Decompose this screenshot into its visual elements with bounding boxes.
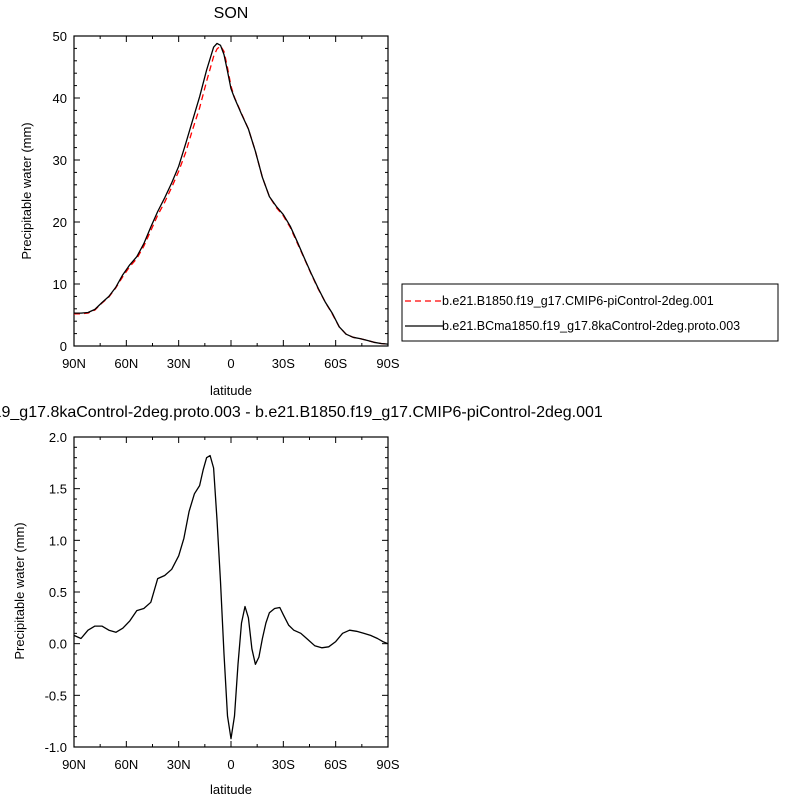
y-tick-label: 2.0	[49, 430, 67, 445]
chart-top-series-line-2	[74, 42, 389, 345]
legend-label-series-2: b.e21.BCma1850.f19_g17.8kaControl-2deg.p…	[442, 319, 740, 333]
y-tick-label: 50	[53, 29, 67, 44]
x-tick-label: 90S	[376, 356, 399, 371]
x-tick-label: 90S	[376, 757, 399, 772]
x-tick-label: 60S	[324, 757, 347, 772]
x-tick-label: 30N	[167, 757, 191, 772]
legend-label-series-1: b.e21.B1850.f19_g17.CMIP6-piControl-2deg…	[442, 294, 714, 308]
chart-top: SON 90N 60N 30N 0 30S 60S 90S 0 10 20 30 40 50 latit…	[19, 5, 400, 398]
y-tick-label: -1.0	[45, 740, 67, 755]
y-tick-label: 0	[60, 339, 67, 354]
chart-bottom-x-axis-label: latitude	[210, 782, 252, 797]
chart-bottom-title: b.e21.BCma1850.f19_g17.8kaControl-2deg.p…	[0, 404, 603, 421]
chart-bottom: b.e21.BCma1850.f19_g17.8kaControl-2deg.p…	[0, 404, 603, 797]
x-tick-label: 30N	[167, 356, 191, 371]
y-tick-label: 20	[53, 215, 67, 230]
x-tick-label: 0	[227, 356, 234, 371]
y-tick-label: 1.5	[49, 482, 67, 497]
chart-top-x-axis-label: latitude	[210, 383, 252, 398]
legend: b.e21.B1850.f19_g17.CMIP6-piControl-2deg…	[401, 283, 779, 342]
x-tick-label: 60S	[324, 356, 347, 371]
legend-frame	[401, 283, 779, 342]
chart-top-y-axis-label: Precipitable water (mm)	[19, 122, 34, 259]
x-tick-label: 90N	[62, 757, 86, 772]
x-tick-label: 30S	[272, 757, 295, 772]
x-tick-label: 60N	[114, 757, 138, 772]
chart-top-title: SON	[214, 5, 249, 22]
x-tick-label: 30S	[272, 356, 295, 371]
chart-bottom-series-line-1	[73, 454, 389, 740]
chart-top-frame	[73, 35, 389, 347]
chart-top-series-line-1	[74, 45, 389, 345]
chart-bottom-frame	[73, 436, 389, 748]
x-tick-label: 0	[227, 757, 234, 772]
y-tick-label: 10	[53, 277, 67, 292]
y-tick-label: 1.0	[49, 533, 67, 548]
y-tick-label: -0.5	[45, 688, 67, 703]
x-tick-label: 90N	[62, 356, 86, 371]
y-tick-label: 0.5	[49, 585, 67, 600]
y-tick-label: 0.0	[49, 637, 67, 652]
x-tick-label: 60N	[114, 356, 138, 371]
chart-bottom-y-axis-label: Precipitable water (mm)	[12, 522, 27, 659]
y-tick-label: 40	[53, 91, 67, 106]
y-tick-label: 30	[53, 153, 67, 168]
